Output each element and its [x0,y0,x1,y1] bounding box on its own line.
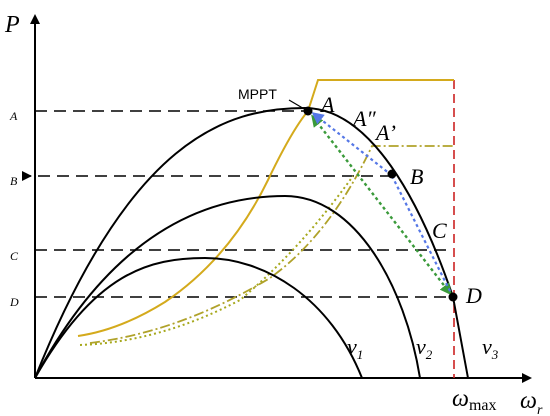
point-label-a-double-prime: A″ [351,106,376,131]
tick-label-a: A [9,109,18,123]
point-label-d: D [465,283,482,308]
x-axis-label: ωr [520,388,543,416]
blue-arrow-b-d [391,175,453,296]
point-b-marker [387,169,397,179]
point-label-a: A [319,92,335,117]
wind-label-v2: v2 [416,334,433,362]
y-axis-label: P [4,12,20,38]
tick-label-b: B [10,174,18,188]
point-label-b: B [410,164,423,189]
point-label-c: C [432,218,447,243]
blue-arrow-a-b [311,112,391,175]
omega-max-label: ωmax [452,386,497,414]
tick-label-d: D [9,295,19,309]
tick-label-c: C [10,249,19,263]
wind-label-v1: v1 [347,334,363,362]
mppt-curve [77,79,454,337]
point-d-marker [448,292,458,302]
curve-v3 [34,106,469,379]
wind-label-v3: v3 [482,334,499,362]
green-arrow-a-d [311,114,452,296]
mppt-label: MPPT [238,86,277,102]
curve-v1 [34,256,363,379]
point-a-marker [303,106,313,116]
point-label-a-prime: A’ [374,120,396,145]
mppt-pointer [288,99,307,111]
